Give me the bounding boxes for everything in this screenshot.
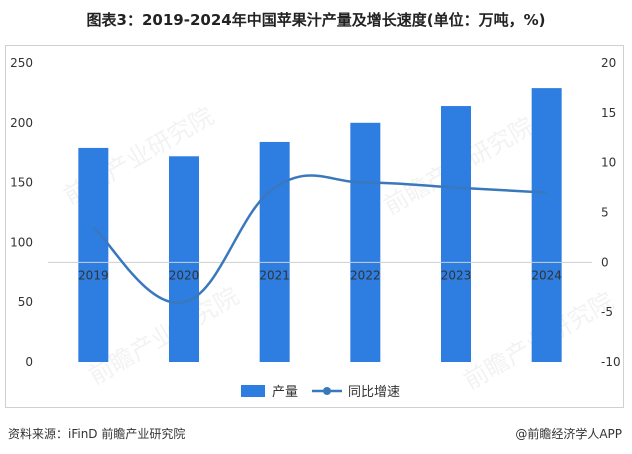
right-tick-label: 10 xyxy=(601,156,616,170)
growth-line xyxy=(92,174,547,304)
bar-series xyxy=(78,88,562,362)
left-tick-label: 200 xyxy=(10,116,33,130)
right-axis-ticks: -10 -5 0 5 10 15 20 xyxy=(601,56,621,369)
right-tick-label: 20 xyxy=(601,56,616,70)
right-tick-label: -10 xyxy=(601,355,621,369)
bar-2024 xyxy=(531,88,562,362)
left-tick-label: 250 xyxy=(10,56,33,70)
chart-panel xyxy=(5,45,624,408)
chart-title: 图表3：2019-2024年中国苹果汁产量及增长速度(单位：万吨，%) xyxy=(86,11,546,29)
right-tick-label: 15 xyxy=(601,106,616,120)
left-tick-label: 50 xyxy=(18,295,33,309)
legend-swatch-bar xyxy=(241,385,265,397)
right-tick-label: -5 xyxy=(601,305,613,319)
left-tick-label: 150 xyxy=(10,176,33,190)
x-tick-label: 2022 xyxy=(350,268,381,282)
bar-2021 xyxy=(259,141,290,362)
right-tick-label: 5 xyxy=(601,206,609,220)
right-tick-label: 0 xyxy=(601,255,609,269)
left-tick-label: 100 xyxy=(10,235,33,249)
left-axis-ticks: 0 50 100 150 200 250 xyxy=(10,56,33,369)
bar-2020 xyxy=(169,156,199,362)
legend-label-line: 同比增速 xyxy=(348,385,400,400)
x-tick-label: 2023 xyxy=(441,268,472,282)
source-note: 资料来源：iFinD 前瞻产业研究院 xyxy=(8,427,186,441)
x-tick-label: 2021 xyxy=(259,268,290,282)
legend-marker-line xyxy=(323,387,331,395)
x-tick-label: 2019 xyxy=(78,268,109,282)
left-tick-label: 0 xyxy=(25,355,33,369)
bar-2022 xyxy=(350,122,381,362)
bar-2023 xyxy=(441,106,471,362)
x-tick-label: 2024 xyxy=(531,268,562,282)
brand-label: @前瞻经济学人APP xyxy=(515,427,622,441)
legend-label-bar: 产量 xyxy=(272,385,298,400)
x-tick-label: 2020 xyxy=(169,268,200,282)
x-axis-labels: 2019 2020 2021 2022 2023 2024 xyxy=(78,268,562,282)
bar-2019 xyxy=(78,147,109,362)
legend: 产量 同比增速 xyxy=(241,385,400,400)
